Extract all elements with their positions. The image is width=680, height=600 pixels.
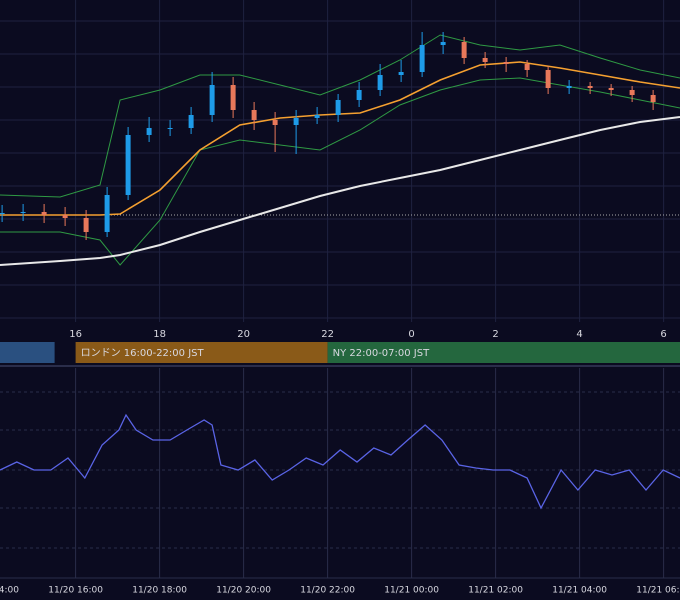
moving-average xyxy=(0,34,680,198)
moving-average xyxy=(0,61,680,216)
x-tick-label: 11/21 00:00 xyxy=(384,586,439,596)
oscillator-line xyxy=(0,413,680,510)
candle-body xyxy=(629,90,635,95)
candle-body xyxy=(377,75,383,90)
x-tick-label: 11/20 18:00 xyxy=(132,586,187,596)
candle-body xyxy=(545,70,551,88)
candle-body xyxy=(230,85,236,110)
x-tick-label: 11/21 06:00 xyxy=(636,586,680,596)
candle-body xyxy=(251,110,257,120)
candle-body xyxy=(293,118,299,125)
candle-body xyxy=(398,72,404,75)
x-tick-label: 4 xyxy=(576,329,582,340)
candle-body xyxy=(566,86,572,88)
x-tick-label: 11/20 20:00 xyxy=(216,586,271,596)
x-tick-label: 16 xyxy=(69,329,82,340)
candle-body xyxy=(20,212,26,213)
x-tick-label: 11/20 16:00 xyxy=(48,586,103,596)
candle-body xyxy=(335,100,341,115)
x-tick-label: 2 xyxy=(492,329,498,340)
candle-body xyxy=(524,64,530,70)
candle-body xyxy=(356,90,362,100)
candle-body xyxy=(62,215,68,218)
candle-body xyxy=(587,86,593,88)
session-bar xyxy=(0,342,55,363)
session-bar xyxy=(75,342,328,363)
x-tick-label: 18 xyxy=(153,329,166,340)
session-label: ロンドン 16:00-22:00 JST xyxy=(81,348,205,359)
candle-body xyxy=(482,58,488,62)
x-tick-label: 11/21 02:00 xyxy=(468,586,523,596)
x-tick-label: 6 xyxy=(660,329,666,340)
candle-body xyxy=(0,213,5,214)
candle-body xyxy=(461,42,467,58)
candle-body xyxy=(209,85,215,115)
x-tick-label: 0 xyxy=(408,329,414,340)
moving-average xyxy=(0,116,680,266)
x-tick-label: 11/20 14:00 xyxy=(0,586,19,596)
candle-body xyxy=(272,120,278,125)
x-tick-label: 11/21 04:00 xyxy=(552,586,607,596)
candle-body xyxy=(125,135,131,195)
candle-body xyxy=(314,115,320,118)
candle-body xyxy=(608,88,614,90)
candle-body xyxy=(503,62,509,64)
candle-body xyxy=(188,115,194,128)
candle-body xyxy=(41,212,47,215)
candle-body xyxy=(419,45,425,72)
x-tick-label: 11/20 22:00 xyxy=(300,586,355,596)
candle-body xyxy=(104,195,110,232)
moving-average xyxy=(0,77,680,266)
candle-body xyxy=(440,42,446,45)
candle-body xyxy=(83,218,89,232)
candle-body xyxy=(650,95,656,102)
x-tick-label: 22 xyxy=(321,329,334,340)
candle-body xyxy=(146,128,152,135)
session-bar xyxy=(327,342,680,363)
candle-body xyxy=(167,128,173,129)
session-label: NY 22:00-07:00 JST xyxy=(333,348,430,359)
x-tick-label: 20 xyxy=(237,329,250,340)
